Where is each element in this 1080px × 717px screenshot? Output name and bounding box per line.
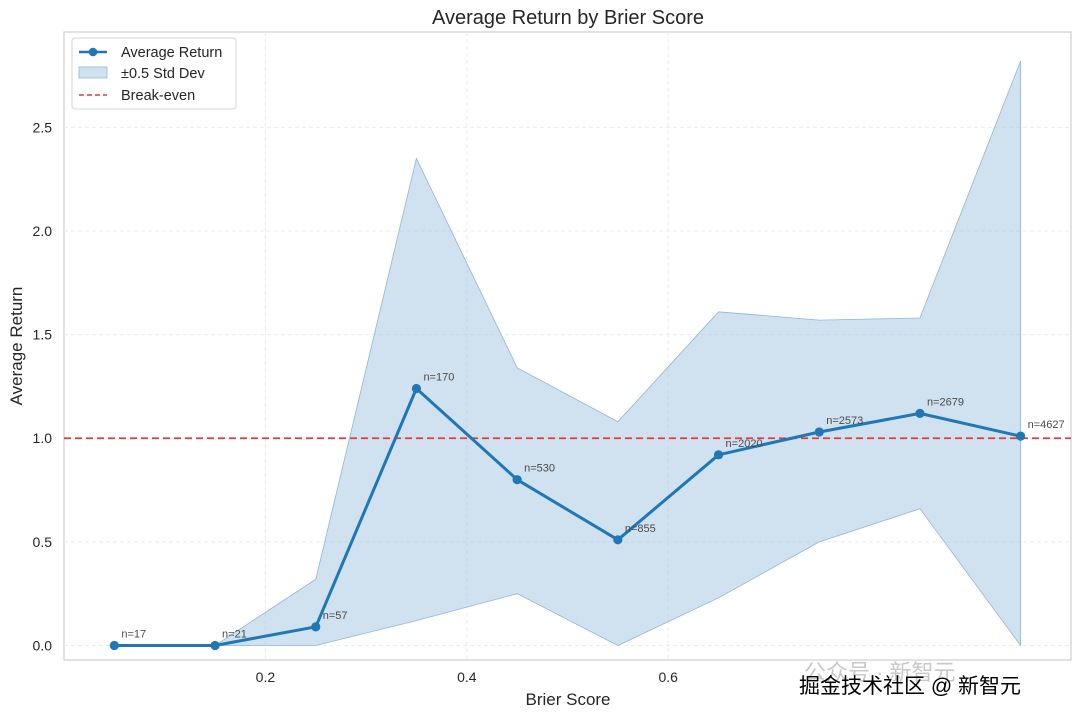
- watermark: 公众号 · 新智元 掘金技术社区 @ 新智元: [799, 660, 1021, 698]
- y-tick-label: 0.5: [33, 534, 53, 550]
- x-tick-label: 0.6: [658, 669, 678, 685]
- average-return-layer: [109, 383, 1026, 651]
- legend-label-break-even: Break-even: [121, 88, 195, 104]
- point-label: n=2573: [826, 415, 863, 427]
- y-tick-labels: 0.0 0.5 1.0 1.5 2.0 2.5: [33, 119, 53, 653]
- data-point: [109, 640, 119, 651]
- point-label: n=855: [625, 523, 656, 535]
- point-label-layer: n=17 n=21 n=57 n=170 n=530 n=855 n=2020 n=2573 n…: [121, 371, 1064, 640]
- y-tick-label: 0.0: [33, 637, 53, 653]
- watermark-line2: 掘金技术社区 @ 新智元: [799, 675, 1021, 698]
- data-point: [512, 475, 522, 485]
- chart-title: Average Return by Brier Score: [432, 7, 704, 29]
- legend-box: [71, 37, 237, 110]
- legend-marker-swatch: [88, 47, 98, 57]
- std-dev-band-layer: [114, 60, 1021, 647]
- data-point: [411, 383, 422, 394]
- data-point: [311, 622, 321, 632]
- data-point: [210, 640, 220, 651]
- point-label: n=21: [222, 628, 247, 640]
- point-label: n=17: [121, 628, 146, 640]
- data-point: [1016, 431, 1026, 441]
- data-point: [814, 427, 824, 437]
- point-label: n=530: [524, 463, 555, 475]
- legend-label-average-return: Average Return: [121, 45, 222, 61]
- legend: Average Return ±0.5 Std Dev Break-even: [71, 37, 237, 110]
- point-label: n=2679: [927, 396, 964, 408]
- point-label: n=170: [423, 371, 454, 383]
- legend-band-swatch: [78, 66, 108, 79]
- x-tick-labels: 0.2 0.4 0.6: [256, 669, 678, 685]
- watermark-line1: 公众号 · 新智元: [804, 660, 956, 685]
- data-point: [613, 535, 623, 545]
- y-tick-label: 2.0: [33, 223, 53, 239]
- point-label: n=2020: [726, 438, 763, 450]
- std-dev-band: [114, 60, 1021, 647]
- legend-label-std-dev: ±0.5 Std Dev: [121, 66, 205, 82]
- average-return-line: [114, 387, 1021, 647]
- data-point: [713, 450, 724, 460]
- y-tick-label: 1.0: [33, 430, 53, 446]
- point-label: n=57: [323, 610, 348, 622]
- point-label: n=4627: [1028, 419, 1065, 431]
- x-axis-label: Brier Score: [525, 690, 610, 709]
- y-axis-label: Average Return: [7, 287, 26, 406]
- data-point: [915, 408, 925, 418]
- y-tick-label: 2.5: [33, 119, 53, 135]
- x-tick-label: 0.2: [256, 669, 276, 685]
- y-tick-label: 1.5: [33, 327, 53, 343]
- x-tick-label: 0.4: [457, 669, 477, 685]
